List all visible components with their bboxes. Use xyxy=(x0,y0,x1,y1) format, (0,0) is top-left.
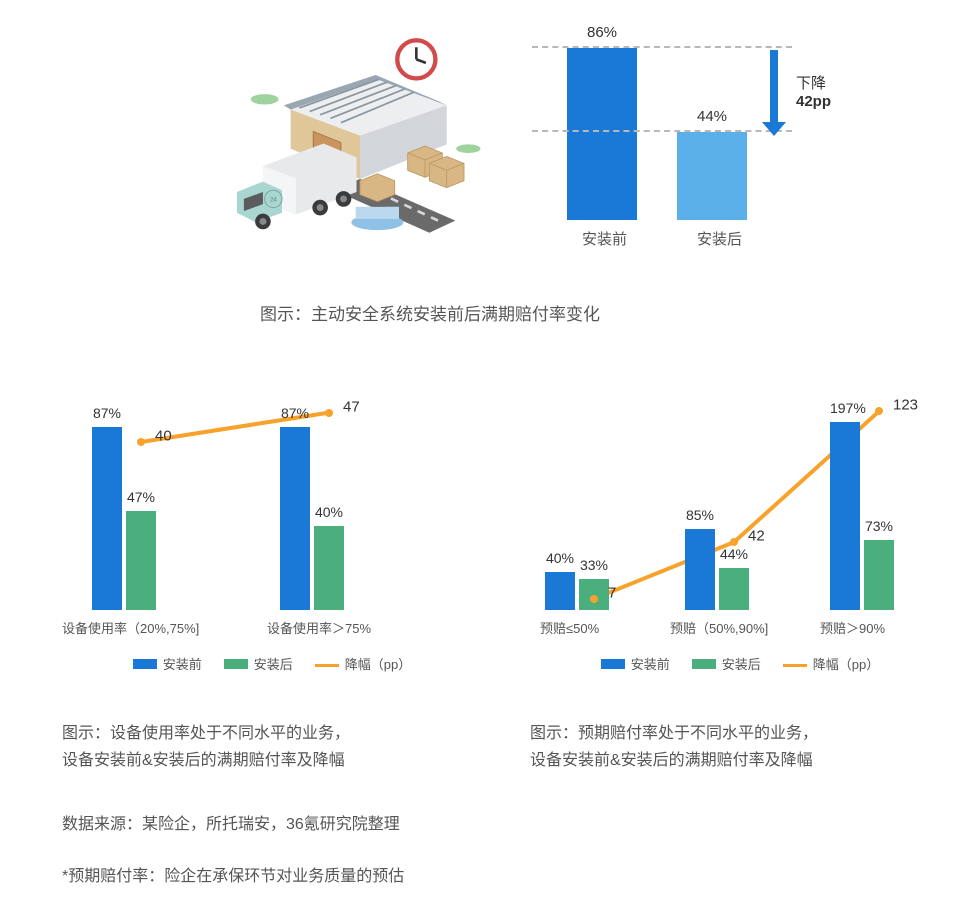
bar-安装后-1: 44% xyxy=(719,568,749,610)
xlabel-0: 预赔≤50% xyxy=(540,618,599,637)
top-bar-0: 86% xyxy=(567,48,637,220)
line-point-0 xyxy=(590,595,598,603)
line-value-1: 47 xyxy=(343,398,360,415)
line-point-0 xyxy=(137,438,145,446)
line-value-0: 40 xyxy=(155,428,172,445)
bar-安装后-0: 47% xyxy=(126,511,156,610)
group-1: 85%44% xyxy=(685,529,749,610)
bar-安装后-1: 40% xyxy=(314,526,344,610)
left-chart-plot: 87%47%87%40%4047 xyxy=(62,400,482,610)
line-point-2 xyxy=(875,407,883,415)
data-source: 数据来源：某险企，所托瑞安，36氪研究院整理 xyxy=(62,810,400,834)
right-caption-line-0: 图示：预期赔付率处于不同水平的业务， xyxy=(530,720,950,747)
xlabel-1: 预赔（50%,90%] xyxy=(670,618,768,637)
line-point-1 xyxy=(325,409,333,417)
bar-label-安装前-0: 40% xyxy=(545,550,575,566)
left-caption-line-1: 设备安装前&安装后的满期赔付率及降幅 xyxy=(62,747,482,774)
legend-item-2: 降幅（pp） xyxy=(315,654,411,673)
top-caption: 图示：主动安全系统安装前后满期赔付率变化 xyxy=(260,300,600,325)
group-1: 87%40% xyxy=(280,427,344,610)
dash-line-0 xyxy=(532,46,792,48)
bar-安装前-2: 197% xyxy=(830,422,860,610)
legend-item-0: 安装前 xyxy=(601,654,670,673)
group-0: 40%33% xyxy=(545,572,609,610)
right-chart-xaxis: 预赔≤50% 预赔（50%,90%] 预赔＞90% xyxy=(530,618,950,638)
line-value-2: 123 xyxy=(893,397,918,414)
footnote: *预期赔付率：险企在承保环节对业务质量的预估 xyxy=(62,862,404,886)
line-point-1 xyxy=(730,538,738,546)
group-2: 197%73% xyxy=(830,422,894,610)
decline-line2: 42pp xyxy=(796,93,831,110)
top-bar-label-1: 44% xyxy=(677,108,747,125)
warehouse-svg: 24 xyxy=(230,30,490,250)
bar-label-安装后-1: 40% xyxy=(314,504,344,520)
page-root: 24 86%44%下降42pp 安装前安装后 图示：主动安全系统安装前后满期赔付… xyxy=(0,0,975,907)
legend-item-1: 安装后 xyxy=(692,654,761,673)
legend-item-1: 安装后 xyxy=(224,654,293,673)
bar-安装前-1: 85% xyxy=(685,529,715,610)
svg-text:24: 24 xyxy=(270,198,277,204)
legend-item-2: 降幅（pp） xyxy=(783,654,879,673)
bar-label-安装前-1: 85% xyxy=(685,507,715,523)
bar-安装前-0: 87% xyxy=(92,427,122,610)
top-row: 24 86% 44% 下降42pp 安装前 安装后 图示：主动安全系统安装前后满期赔付… xyxy=(0,0,975,360)
top-bar-label-0: 86% xyxy=(567,24,637,41)
top-chart-plot: 86% 44% 下降42pp xyxy=(532,20,792,220)
dash-line-1 xyxy=(532,130,792,132)
legend-item-0: 安装前 xyxy=(133,654,202,673)
right-chart: 40%33%85%44%197%73%742123 预赔≤50%预赔（50%,9… xyxy=(530,400,950,673)
bar-label-安装后-2: 73% xyxy=(864,518,894,534)
bar-label-安装前-2: 197% xyxy=(830,400,860,416)
bar-label-安装后-1: 44% xyxy=(719,546,749,562)
left-chart-xaxis: 设备使用率（20%,75%] 设备使用率＞75% xyxy=(62,618,482,638)
left-chart-legend: 安装前 安装后 降幅（pp） xyxy=(62,654,482,673)
top-xlabel-1: 安装后 xyxy=(697,228,742,249)
right-chart-plot: 40%33%85%44%197%73%742123 xyxy=(530,400,950,610)
group-0: 87%47% xyxy=(92,427,156,610)
top-chart-xaxis: 安装前 安装后 xyxy=(532,228,792,249)
left-caption-line-0: 图示：设备使用率处于不同水平的业务， xyxy=(62,720,482,747)
bar-安装前-1: 87% xyxy=(280,427,310,610)
xlabel-0: 设备使用率（20%,75%] xyxy=(62,618,199,637)
xlabel-2: 预赔＞90% xyxy=(820,618,885,637)
decline-annotation: 下降42pp xyxy=(762,48,794,143)
right-caption: 图示：预期赔付率处于不同水平的业务，设备安装前&安装后的满期赔付率及降幅 xyxy=(530,720,950,774)
top-chart: 86% 44% 下降42pp 安装前 安装后 xyxy=(532,20,792,270)
line-value-0: 7 xyxy=(608,584,616,601)
top-bar-1: 44% xyxy=(677,132,747,220)
bar-label-安装前-0: 87% xyxy=(92,405,122,421)
right-caption-line-1: 设备安装前&安装后的满期赔付率及降幅 xyxy=(530,747,950,774)
right-chart-legend: 安装前 安装后 降幅（pp） xyxy=(530,654,950,673)
bar-安装后-2: 73% xyxy=(864,540,894,610)
left-caption: 图示：设备使用率处于不同水平的业务，设备安装前&安装后的满期赔付率及降幅 xyxy=(62,720,482,774)
bar-label-安装前-1: 87% xyxy=(280,405,310,421)
bar-label-安装后-0: 47% xyxy=(126,489,156,505)
line-value-1: 42 xyxy=(748,528,765,545)
bar-安装前-0: 40% xyxy=(545,572,575,610)
bar-label-安装后-0: 33% xyxy=(579,557,609,573)
decline-line1: 下降 xyxy=(796,72,831,93)
xlabel-1: 设备使用率＞75% xyxy=(267,618,371,637)
left-chart: 87%47%87%40%4047 设备使用率（20%,75%]设备使用率＞75%… xyxy=(62,400,482,673)
decline-text: 下降42pp xyxy=(796,72,831,110)
warehouse-illustration: 24 xyxy=(230,30,490,250)
top-xlabel-0: 安装前 xyxy=(582,228,627,249)
